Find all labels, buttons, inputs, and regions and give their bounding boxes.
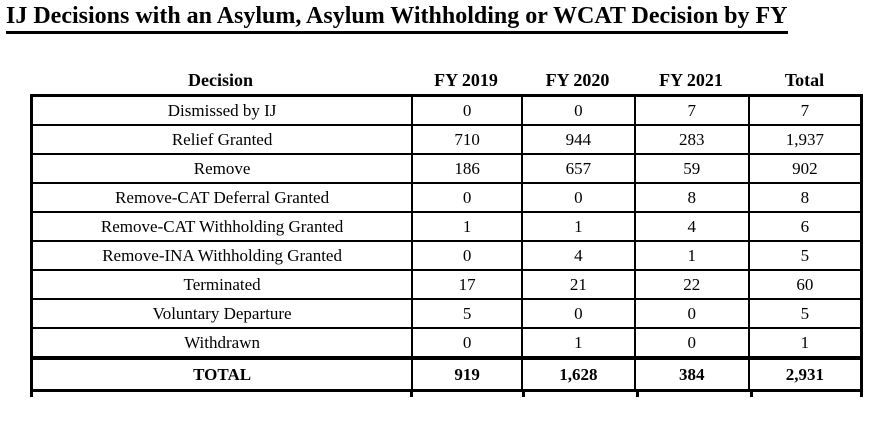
decision-cell: Remove-CAT Deferral Granted <box>30 182 414 213</box>
value-cell: 0 <box>411 182 523 213</box>
column-line-stub <box>636 392 639 397</box>
value-cell: 7 <box>633 94 750 126</box>
page-title: IJ Decisions with an Asylum, Asylum With… <box>0 0 878 34</box>
value-cell: 1 <box>633 240 750 271</box>
value-cell: 7 <box>747 94 863 126</box>
value-cell: 17 <box>411 269 523 300</box>
column-line-stub <box>30 392 33 397</box>
table-row: Remove-CAT Deferral Granted 0 0 8 8 <box>30 182 863 213</box>
table-row: Remove 186 657 59 902 <box>30 153 863 184</box>
value-cell: 0 <box>633 327 750 359</box>
value-cell: 1 <box>747 327 863 359</box>
table-row: Terminated 17 21 22 60 <box>30 269 863 300</box>
value-cell: 4 <box>633 211 750 242</box>
value-cell: 1,628 <box>521 356 636 392</box>
column-header-fy-2021: FY 2021 <box>659 70 723 90</box>
decision-cell: Terminated <box>30 269 414 300</box>
value-cell: 657 <box>521 153 636 184</box>
column-header-total: Total <box>784 70 825 90</box>
value-cell: 944 <box>521 124 636 155</box>
value-cell: 384 <box>633 356 750 392</box>
value-cell: 6 <box>747 211 863 242</box>
value-cell: 1 <box>521 327 636 359</box>
value-cell: 2,931 <box>747 356 863 392</box>
table-total-row: TOTAL 919 1,628 384 2,931 <box>30 356 863 392</box>
value-cell: 22 <box>633 269 750 300</box>
decision-cell: Voluntary Departure <box>30 298 414 329</box>
column-line-stub <box>860 392 863 397</box>
value-cell: 710 <box>411 124 523 155</box>
column-line-stub <box>410 392 413 397</box>
table-row: Remove-INA Withholding Granted 0 4 1 5 <box>30 240 863 271</box>
value-cell: 5 <box>411 298 523 329</box>
value-cell: 0 <box>411 94 523 126</box>
decision-cell: Remove <box>30 153 414 184</box>
value-cell: 1 <box>521 211 636 242</box>
table-row: Relief Granted 710 944 283 1,937 <box>30 124 863 155</box>
value-cell: 8 <box>633 182 750 213</box>
decision-cell: Remove-INA Withholding Granted <box>30 240 414 271</box>
value-cell: 0 <box>521 94 636 126</box>
value-cell: 59 <box>633 153 750 184</box>
value-cell: 8 <box>747 182 863 213</box>
table-row: Withdrawn 0 1 0 1 <box>30 327 863 359</box>
column-header-decision: Decision <box>188 70 253 90</box>
value-cell: 919 <box>411 356 523 392</box>
page-title-text: IJ Decisions with an Asylum, Asylum With… <box>6 3 788 34</box>
report-page: IJ Decisions with an Asylum, Asylum With… <box>0 0 878 397</box>
value-cell: 186 <box>411 153 523 184</box>
value-cell: 283 <box>633 124 750 155</box>
value-cell: 4 <box>521 240 636 271</box>
column-line-stub <box>750 392 753 397</box>
value-cell: 60 <box>747 269 863 300</box>
column-header-fy-2020: FY 2020 <box>545 70 610 90</box>
value-cell: 0 <box>521 182 636 213</box>
value-cell: 0 <box>411 327 523 359</box>
column-header-fy-2019: FY 2019 <box>434 70 498 90</box>
value-cell: 0 <box>521 298 636 329</box>
decision-cell: Withdrawn <box>30 327 414 359</box>
value-cell: 1 <box>411 211 523 242</box>
value-cell: 5 <box>747 298 863 329</box>
value-cell: 21 <box>521 269 636 300</box>
ij-decisions-data-table: Dismissed by IJ 0 0 7 7 Relief Granted 710 944 2… <box>30 94 863 392</box>
decision-cell: TOTAL <box>30 356 414 392</box>
value-cell: 0 <box>411 240 523 271</box>
decision-cell: Relief Granted <box>30 124 414 155</box>
cropped-next-row-stubs <box>30 392 863 397</box>
ij-decisions-table: Decision FY 2019 FY 2020 FY 2021 Total Dismi… <box>30 70 863 397</box>
value-cell: 1,937 <box>747 124 863 155</box>
value-cell: 0 <box>633 298 750 329</box>
column-line-stub <box>522 392 525 397</box>
table-row: Voluntary Departure 5 0 0 5 <box>30 298 863 329</box>
value-cell: 5 <box>747 240 863 271</box>
table-row: Remove-CAT Withholding Granted 1 1 4 6 <box>30 211 863 242</box>
decision-cell: Dismissed by IJ <box>30 94 414 126</box>
value-cell: 902 <box>747 153 863 184</box>
table-row: Dismissed by IJ 0 0 7 7 <box>30 94 863 126</box>
table-header-row: Decision FY 2019 FY 2020 FY 2021 Total <box>30 70 863 94</box>
decision-cell: Remove-CAT Withholding Granted <box>30 211 414 242</box>
